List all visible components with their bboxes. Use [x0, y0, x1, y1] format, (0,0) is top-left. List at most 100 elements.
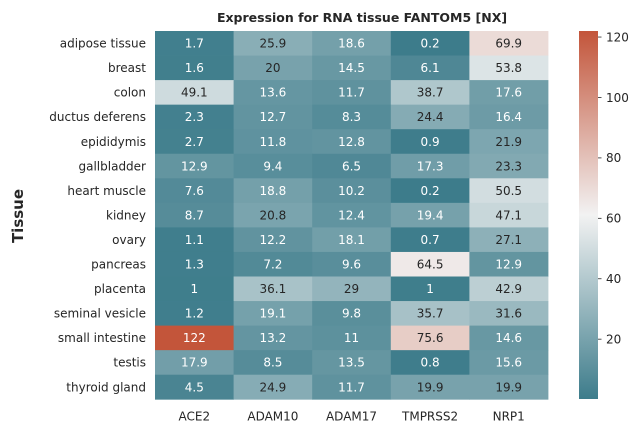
- heatmap-cell: [233, 374, 313, 400]
- cell-value-label: 53.8: [495, 61, 522, 75]
- cell-value-label: 25.9: [260, 37, 287, 51]
- cell-value-label: 20.8: [260, 208, 287, 222]
- heatmap-cell: [155, 31, 234, 56]
- heatmap-cell: [312, 374, 392, 400]
- cell-value-label: 47.1: [495, 208, 522, 222]
- heatmap-cell: [312, 178, 392, 204]
- cell-value-label: 4.5: [185, 380, 204, 394]
- cell-value-label: 0.9: [421, 135, 440, 149]
- row-tick-label: colon: [114, 86, 146, 100]
- row-tick-label: seminal vesicle: [54, 307, 146, 321]
- cell-value-label: 13.2: [260, 331, 287, 345]
- heatmap-cell: [312, 202, 392, 228]
- heatmap-cell: [233, 55, 313, 81]
- y-axis-label: Tissue: [9, 189, 27, 243]
- row-tick-label: placenta: [94, 282, 146, 296]
- heatmap-cell: [233, 251, 313, 277]
- cell-value-label: 36.1: [260, 282, 287, 296]
- heatmap-cell: [155, 153, 234, 179]
- row-tick-label: thyroid gland: [66, 380, 146, 394]
- heatmap-cell: [312, 251, 392, 277]
- heatmap-cell: [233, 31, 313, 56]
- column-tick-label: ACE2: [179, 409, 211, 423]
- heatmap-cell: [469, 104, 549, 130]
- cell-value-label: 1.3: [185, 258, 204, 272]
- heatmap-cell: [390, 325, 470, 351]
- cell-value-label: 122: [183, 331, 206, 345]
- heatmap-cell: [155, 350, 234, 376]
- heatmap-cells: 1.7 25.9 18.6 0.2 69.91.6 20 14.5 6.1 53.849.1 13…: [155, 31, 549, 400]
- column-tick-label: NRP1: [493, 409, 525, 423]
- heatmap-cell: [155, 276, 234, 302]
- cell-value-label: 8.7: [185, 208, 204, 222]
- cell-value-label: 12.7: [260, 110, 287, 124]
- heatmap-cell: [469, 374, 549, 400]
- heatmap-cell: [390, 251, 470, 277]
- cell-value-label: 16.4: [495, 110, 522, 124]
- heatmap-cell: [312, 129, 392, 155]
- cell-value-label: 12.2: [260, 233, 287, 247]
- heatmap-cell: [155, 178, 234, 204]
- heatmap-cell: [390, 31, 470, 56]
- heatmap-cell: [469, 129, 549, 155]
- cell-value-label: 0.7: [421, 233, 440, 247]
- cell-value-label: 1.7: [185, 37, 204, 51]
- heatmap-cell: [469, 80, 549, 106]
- cell-value-label: 24.4: [417, 110, 444, 124]
- heatmap-cell: [312, 55, 392, 81]
- column-tick-label: ADAM17: [326, 409, 377, 423]
- row-tick-labels: adipose tissue breast colon ductus deferens…: [49, 37, 146, 395]
- heatmap-cell: [312, 301, 392, 326]
- cell-value-label: 14.6: [495, 331, 522, 345]
- row-tick-label: heart muscle: [67, 184, 146, 198]
- column-tick-label: ADAM10: [247, 409, 298, 423]
- heatmap-cell: [233, 80, 313, 106]
- cell-value-label: 19.4: [417, 208, 444, 222]
- heatmap-cell: [390, 153, 470, 179]
- heatmap-cell: [390, 129, 470, 155]
- heatmap-cell: [390, 104, 470, 130]
- heatmap-cell: [155, 80, 234, 106]
- heatmap-cell: [469, 227, 549, 253]
- cell-value-label: 18.6: [338, 37, 365, 51]
- heatmap-cell: [155, 202, 234, 228]
- heatmap-cell: [469, 31, 549, 56]
- row-tick-label: pancreas: [91, 258, 146, 272]
- heatmap-cell: [312, 80, 392, 106]
- heatmap-cell: [312, 104, 392, 130]
- heatmap-cell: [312, 227, 392, 253]
- cell-value-label: 11.8: [260, 135, 287, 149]
- heatmap-cell: [469, 202, 549, 228]
- heatmap-cell: [390, 227, 470, 253]
- row-tick-label: ovary: [112, 233, 146, 247]
- cell-value-label: 27.1: [495, 233, 522, 247]
- heatmap-cell: [155, 301, 234, 326]
- heatmap-cell: [155, 55, 234, 81]
- heatmap-cell: [469, 350, 549, 376]
- heatmap-cell: [390, 202, 470, 228]
- cell-value-label: 14.5: [338, 61, 365, 75]
- row-tick-label: small intestine: [58, 331, 146, 345]
- cell-value-label: 0.2: [421, 184, 440, 198]
- heatmap-cell: [390, 80, 470, 106]
- cell-value-label: 18.8: [260, 184, 287, 198]
- cell-value-label: 0.2: [421, 37, 440, 51]
- column-tick-labels: ACE2 ADAM10 ADAM17 TMPRSS2 NRP1: [179, 409, 525, 423]
- heatmap-cell: [155, 227, 234, 253]
- heatmap-cell: [155, 104, 234, 130]
- cell-value-label: 69.9: [495, 37, 522, 51]
- row-tick-label: kidney: [106, 208, 146, 222]
- colorbar-tick-label: 80: [606, 151, 621, 165]
- cell-value-label: 1: [426, 282, 434, 296]
- colorbar: [579, 31, 598, 399]
- heatmap-cell: [155, 129, 234, 155]
- row-tick-label: ductus deferens: [49, 110, 146, 124]
- colorbar-tick-label: 40: [606, 272, 621, 286]
- cell-value-label: 21.9: [495, 135, 522, 149]
- cell-value-label: 42.9: [495, 282, 522, 296]
- cell-value-label: 20: [265, 61, 280, 75]
- cell-value-label: 64.5: [417, 258, 444, 272]
- cell-value-label: 9.8: [342, 307, 361, 321]
- cell-value-label: 19.9: [417, 380, 444, 394]
